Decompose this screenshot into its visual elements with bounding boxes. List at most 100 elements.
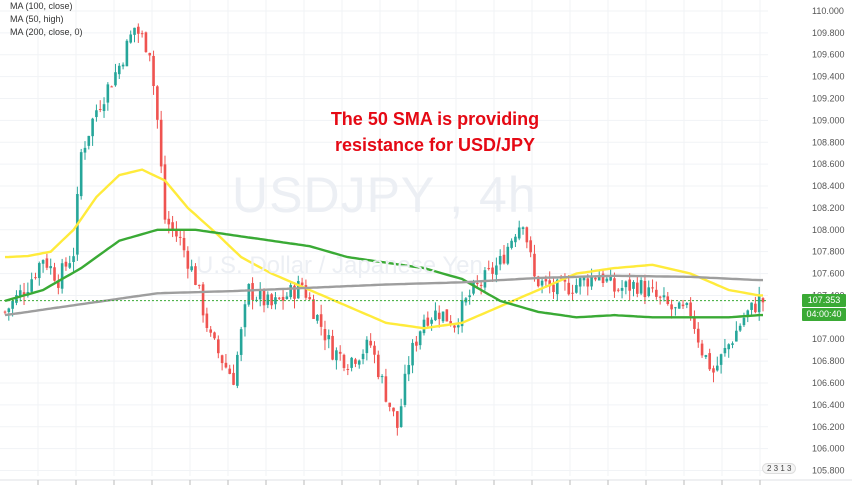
candle <box>388 402 392 412</box>
candle-body <box>453 325 456 328</box>
tradingview-badge[interactable]: 2 3 1 3 <box>762 463 797 474</box>
price-tick-label: 105.800 <box>812 466 845 476</box>
candle-body <box>506 246 510 264</box>
legend-ma200[interactable]: MA (200, close, 0) <box>10 27 83 37</box>
candle <box>674 306 677 316</box>
candle-body <box>114 72 117 86</box>
candle-body <box>544 279 548 282</box>
candle <box>258 282 262 307</box>
candle-body <box>205 313 209 329</box>
candle-body <box>285 296 289 299</box>
candle <box>289 282 292 300</box>
candle-body <box>533 253 536 277</box>
candle-body <box>194 266 197 285</box>
candle <box>666 291 670 306</box>
candle <box>232 364 235 386</box>
candle <box>677 301 681 309</box>
candle <box>22 282 26 305</box>
candle <box>217 335 220 359</box>
candle <box>323 320 327 351</box>
candle <box>517 220 521 241</box>
symbol-description-watermark: U.S. Dollar / Japanese Yen <box>196 252 483 279</box>
ma100-line <box>4 228 763 319</box>
candle <box>396 411 399 436</box>
candle-body <box>232 372 235 385</box>
candle-body <box>578 278 582 287</box>
candle-body <box>586 278 590 287</box>
candle-body <box>582 277 586 281</box>
candle <box>255 296 258 303</box>
price-tick-label: 107.600 <box>812 269 845 279</box>
candle-body <box>37 263 41 279</box>
candle-body <box>731 343 734 345</box>
candle-body <box>735 330 738 342</box>
candle <box>712 365 715 383</box>
candle-body <box>331 335 334 360</box>
candle <box>407 356 411 382</box>
candle-body <box>746 310 750 316</box>
candle-body <box>277 297 281 299</box>
candle-body <box>498 256 502 265</box>
indicator-legend: MA (100, close) MA (50, high) MA (200, c… <box>10 0 83 39</box>
candle-body <box>685 302 689 305</box>
candle <box>715 356 719 372</box>
candle-body <box>300 282 304 286</box>
legend-ma100[interactable]: MA (100, close) <box>10 1 73 11</box>
annotation-line-2: resistance for USD/JPY <box>334 135 536 155</box>
candle-body <box>83 147 87 153</box>
candle-body <box>514 236 517 243</box>
candle-body <box>700 343 704 356</box>
candle <box>121 62 125 70</box>
candle-body <box>479 284 483 286</box>
moving-averages <box>0 168 768 330</box>
candle <box>403 364 407 408</box>
candle-body <box>613 278 616 292</box>
candle <box>102 97 106 118</box>
candle <box>304 279 308 300</box>
candle <box>601 270 605 288</box>
candle-body <box>289 285 292 298</box>
candle-body <box>380 376 384 378</box>
candle <box>220 354 224 371</box>
candle-body <box>693 317 696 329</box>
price-tick-label: 108.800 <box>812 137 845 147</box>
candle-body <box>647 287 651 297</box>
legend-ma50[interactable]: MA (50, high) <box>10 14 64 24</box>
candle <box>18 284 22 302</box>
candle-body <box>376 354 380 378</box>
candle <box>190 259 193 272</box>
candle <box>68 255 72 270</box>
candle-body <box>361 353 365 360</box>
candle-body <box>57 281 60 288</box>
candle-body <box>182 237 186 251</box>
candle-body <box>666 296 670 304</box>
candle-body <box>60 263 64 289</box>
candle <box>175 221 178 242</box>
candle-body <box>45 258 49 268</box>
candle-body <box>468 295 472 298</box>
candle-body <box>125 40 129 67</box>
candle <box>163 155 167 224</box>
candle <box>45 253 49 271</box>
candle-body <box>7 308 11 313</box>
candle-body <box>677 302 681 309</box>
candle-body <box>220 355 224 364</box>
candle <box>293 282 296 309</box>
candle-body <box>239 329 243 355</box>
candle <box>380 374 384 384</box>
annotation-line-1: The 50 SMA is providing <box>330 109 540 129</box>
candle-body <box>140 33 144 35</box>
candle-body <box>236 354 239 386</box>
candle-body <box>342 354 346 368</box>
candle-body <box>323 329 327 341</box>
candle <box>437 305 441 328</box>
candle <box>171 215 174 238</box>
candle <box>91 117 94 146</box>
candle-body <box>491 267 494 274</box>
candle <box>281 289 285 310</box>
candle-body <box>456 325 460 328</box>
candle <box>578 276 582 295</box>
candle-body <box>616 289 620 291</box>
candle-body <box>335 350 338 361</box>
